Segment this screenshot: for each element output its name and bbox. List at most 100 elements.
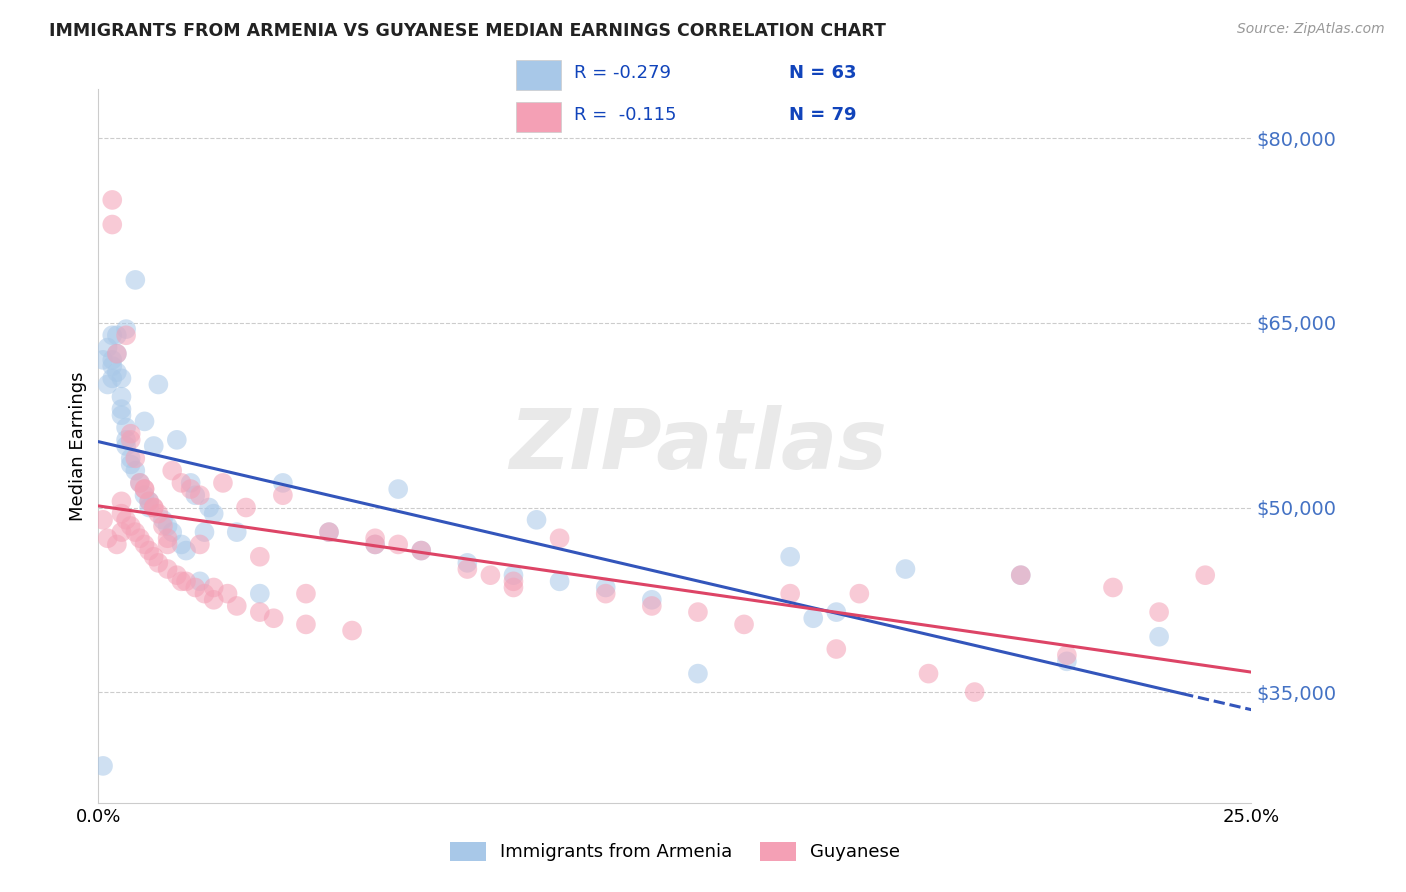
Point <box>148 377 170 392</box>
Point <box>142 500 165 515</box>
Point <box>502 568 524 582</box>
Point <box>249 549 271 564</box>
Point <box>156 519 179 533</box>
Point <box>963 685 986 699</box>
Point <box>129 475 152 490</box>
Point <box>174 543 197 558</box>
Point <box>105 347 128 361</box>
Point <box>115 433 138 447</box>
Point <box>101 371 124 385</box>
Point <box>548 574 571 589</box>
Point <box>917 666 939 681</box>
Point <box>138 500 160 515</box>
Text: N = 63: N = 63 <box>789 63 858 82</box>
Point <box>1010 568 1032 582</box>
Point <box>387 537 409 551</box>
FancyBboxPatch shape <box>516 60 561 89</box>
Point <box>188 537 211 551</box>
Point <box>101 193 124 207</box>
Point <box>97 377 120 392</box>
Point <box>188 488 211 502</box>
Point <box>142 439 165 453</box>
Point <box>101 218 124 232</box>
Point <box>110 525 132 540</box>
Point <box>115 513 138 527</box>
Point <box>848 587 870 601</box>
Point <box>170 475 193 490</box>
Point <box>97 341 120 355</box>
Point <box>217 587 239 601</box>
Point <box>1147 605 1170 619</box>
Point <box>188 574 211 589</box>
Point <box>271 475 294 490</box>
Point <box>364 537 387 551</box>
Point <box>249 605 271 619</box>
Point <box>318 525 340 540</box>
Point <box>641 592 664 607</box>
Point <box>235 500 257 515</box>
Point <box>170 537 193 551</box>
Point <box>411 543 433 558</box>
Point <box>148 556 170 570</box>
Point <box>502 581 524 595</box>
Point <box>115 328 138 343</box>
Point <box>1102 581 1125 595</box>
Point <box>101 359 124 373</box>
Point <box>91 759 114 773</box>
Point <box>91 352 114 367</box>
Point <box>801 611 824 625</box>
Point <box>456 556 478 570</box>
Point <box>733 617 755 632</box>
Point <box>894 562 917 576</box>
Point <box>134 488 156 502</box>
Point <box>193 587 215 601</box>
Point <box>479 568 502 582</box>
Point <box>156 562 179 576</box>
Point <box>340 624 363 638</box>
Y-axis label: Median Earnings: Median Earnings <box>69 371 87 521</box>
Point <box>124 451 146 466</box>
Point <box>105 365 128 379</box>
Point <box>1010 568 1032 582</box>
Point <box>595 581 617 595</box>
Text: ZIPatlas: ZIPatlas <box>509 406 887 486</box>
Point <box>138 494 160 508</box>
Point <box>1056 648 1078 662</box>
Point <box>295 587 318 601</box>
Point <box>548 531 571 545</box>
Point <box>318 525 340 540</box>
Point <box>225 599 247 613</box>
Point <box>1056 654 1078 668</box>
Text: R =  -0.115: R = -0.115 <box>574 106 676 124</box>
Point <box>120 426 142 441</box>
Point <box>364 531 387 545</box>
Point <box>97 531 120 545</box>
Point <box>263 611 285 625</box>
Point <box>124 464 146 478</box>
Point <box>115 439 138 453</box>
Point <box>526 513 548 527</box>
Point <box>156 537 179 551</box>
Point <box>101 328 124 343</box>
Point <box>202 581 225 595</box>
Point <box>166 433 188 447</box>
Text: IMMIGRANTS FROM ARMENIA VS GUYANESE MEDIAN EARNINGS CORRELATION CHART: IMMIGRANTS FROM ARMENIA VS GUYANESE MEDI… <box>49 22 886 40</box>
Text: N = 79: N = 79 <box>789 106 858 124</box>
Point <box>641 599 664 613</box>
Point <box>105 537 128 551</box>
Point <box>120 433 142 447</box>
Point <box>115 322 138 336</box>
Point <box>779 549 801 564</box>
Point <box>1147 630 1170 644</box>
Point <box>198 500 221 515</box>
Point <box>110 371 132 385</box>
Point <box>456 562 478 576</box>
Point <box>271 488 294 502</box>
Point <box>148 507 170 521</box>
Point <box>595 587 617 601</box>
Point <box>779 587 801 601</box>
Point <box>160 525 183 540</box>
Point <box>110 507 132 521</box>
Point <box>180 482 202 496</box>
Point <box>138 494 160 508</box>
